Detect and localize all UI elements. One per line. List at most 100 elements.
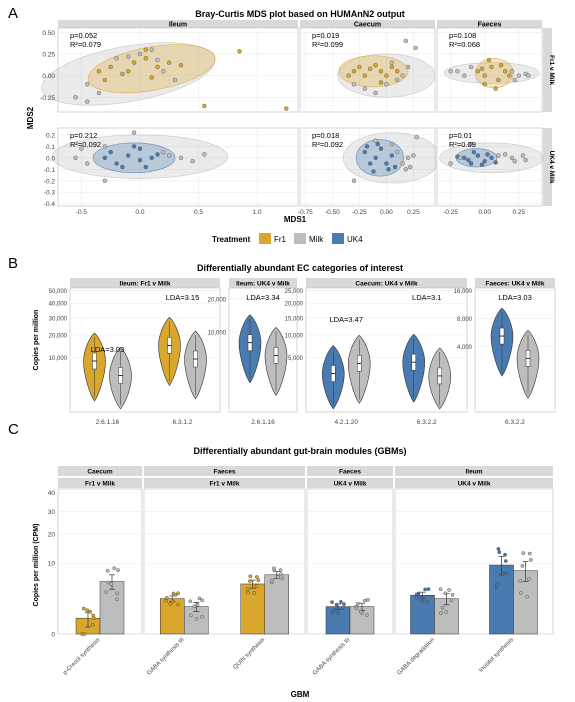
x-tick-label: 0.25	[407, 209, 420, 216]
data-point	[112, 566, 117, 571]
data-point-fr1	[126, 69, 131, 74]
data-point-milk	[496, 153, 501, 158]
legend-label-milk: Milk	[309, 235, 324, 244]
x-tick-label: 2.6.1.16	[96, 419, 120, 426]
y-tick-label: -0.4	[44, 201, 56, 208]
data-point-uk4	[120, 164, 125, 170]
data-point	[176, 602, 180, 607]
data-point	[494, 585, 499, 590]
data-point	[106, 580, 111, 585]
data-point-milk	[373, 90, 378, 96]
data-point-milk	[509, 155, 515, 161]
x-tick-label: Inositol synthesis	[478, 637, 515, 674]
data-point-milk	[405, 155, 411, 161]
data-point-milk	[131, 130, 137, 135]
data-point-fr1	[482, 73, 487, 78]
stat-r2-value: R²=0.092	[70, 140, 101, 149]
facet-panel	[299, 27, 436, 113]
data-point	[195, 603, 200, 607]
data-point	[497, 550, 502, 554]
data-point-uk4	[384, 161, 389, 166]
y-tick-label: 0.0	[46, 155, 55, 162]
panel-a-xlabel: MDS1	[284, 215, 307, 224]
data-point	[248, 574, 253, 579]
data-point-fr1	[357, 64, 362, 70]
facet-strip	[58, 478, 142, 488]
panel-c-title: Differentially abundant gut-brain module…	[193, 446, 406, 456]
data-point-uk4	[371, 169, 376, 174]
panel-a-legend: Treatment Fr1 Milk UK4	[212, 233, 363, 244]
data-point	[164, 598, 169, 603]
data-point-milk	[167, 153, 172, 158]
data-point-fr1	[108, 64, 113, 70]
y-tick-label: -0.1	[44, 167, 56, 174]
data-point-fr1	[475, 69, 481, 74]
facet-strip	[144, 478, 305, 488]
data-point-uk4	[114, 161, 119, 166]
data-point	[420, 599, 424, 604]
data-point-uk4	[373, 155, 378, 161]
data-point-milk	[126, 54, 131, 59]
data-point-milk	[526, 73, 531, 78]
facet-strip	[395, 466, 553, 476]
y-tick-label: -0.2	[44, 178, 56, 185]
panel-c-xlabel: GBM	[291, 690, 310, 699]
x-tick-label: p-Cresol synthesis	[62, 637, 101, 676]
data-point-fr1	[378, 69, 384, 74]
facet-strip-label: Faeces	[478, 22, 502, 29]
data-point-milk	[448, 161, 453, 166]
data-point-milk	[351, 178, 357, 183]
data-point-uk4	[149, 155, 154, 161]
data-point	[332, 608, 336, 612]
facet-strip-col	[58, 20, 298, 28]
data-point-milk	[457, 155, 463, 161]
data-point-milk	[178, 155, 184, 161]
data-point	[447, 588, 451, 592]
data-point	[200, 614, 204, 619]
facet-strip-label: Fr1 v Milk	[210, 481, 240, 488]
data-point-fr1	[131, 60, 137, 65]
data-point-uk4	[479, 162, 485, 167]
data-point-milk	[149, 47, 154, 52]
data-point	[529, 558, 533, 562]
data-point-milk	[155, 57, 160, 63]
data-point	[200, 598, 204, 603]
data-point	[449, 598, 454, 602]
facet-strip-label: Faeces: UK4 v Milk	[486, 281, 545, 288]
x-tick-label: 6.3.1.2	[173, 419, 193, 426]
data-point	[245, 587, 250, 591]
data-point-milk	[389, 141, 394, 147]
data-point-milk	[462, 73, 467, 78]
data-point	[114, 597, 119, 602]
facet-strip-label: Ileum	[169, 22, 187, 29]
data-point	[272, 566, 276, 571]
data-point	[415, 595, 419, 600]
facet-panel	[474, 287, 556, 413]
data-point-uk4	[493, 160, 498, 165]
data-point-milk	[509, 69, 515, 74]
x-tick-label: 0.5	[194, 209, 203, 216]
data-point-uk4	[364, 144, 370, 149]
lda-label: LDA=3.03	[498, 293, 532, 302]
data-point	[85, 608, 90, 613]
legend-label-fr1: Fr1	[274, 235, 287, 244]
data-point-uk4	[475, 153, 481, 158]
data-point-milk	[114, 56, 119, 61]
y-tick-label: 40,000	[49, 302, 68, 308]
data-point-uk4	[386, 167, 391, 172]
data-point-uk4	[485, 152, 490, 157]
data-point-fr1	[384, 73, 389, 78]
stat-r2-value: R²=0.079	[70, 40, 101, 49]
y-tick-label: 40	[48, 490, 56, 497]
facet-strip	[58, 466, 142, 476]
data-point-fr1	[346, 73, 351, 78]
data-point	[438, 587, 443, 591]
data-point	[366, 598, 370, 602]
facet-strip-label: UK4 v Milk	[548, 151, 555, 184]
data-point-milk	[362, 86, 367, 91]
data-point	[505, 571, 509, 575]
x-tick-label: -0.5	[76, 209, 88, 216]
data-point	[90, 622, 95, 627]
data-point	[504, 559, 508, 563]
data-point	[252, 591, 256, 595]
